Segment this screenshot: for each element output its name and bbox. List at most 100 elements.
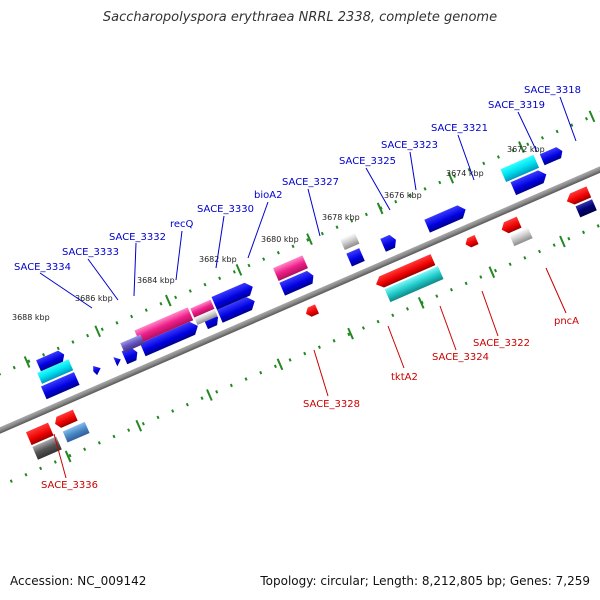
gene-label-sace-3330[interactable]: SACE_3330 <box>197 204 254 215</box>
major-tick <box>94 325 101 338</box>
major-tick <box>588 110 596 123</box>
gene-sace-3336[interactable] <box>25 422 54 446</box>
tick-label: 3678 kbp <box>322 213 360 222</box>
leader-line <box>87 258 119 301</box>
leader-line <box>517 111 538 153</box>
leader-line <box>559 96 577 142</box>
gene-label-sace-3328[interactable]: SACE_3328 <box>303 399 360 410</box>
gene-sace-3319-cyan[interactable] <box>500 154 540 183</box>
major-tick <box>206 389 213 401</box>
leader-line <box>39 272 93 309</box>
tick-label: 3682 kbp <box>199 255 237 264</box>
gene-sace-3319[interactable] <box>510 168 550 196</box>
gene-sace-3328[interactable] <box>304 304 319 318</box>
tick-label: 3672 kbp <box>507 145 545 154</box>
gene-sace-3334-cyan[interactable] <box>37 359 74 384</box>
leader-line <box>307 188 321 237</box>
gene-sace-3332b[interactable] <box>113 355 122 367</box>
leader-line <box>409 151 417 191</box>
gene-sace-3322-grey[interactable] <box>509 227 533 247</box>
reverse-genes <box>25 186 597 460</box>
gene-recq[interactable] <box>140 319 201 357</box>
major-tick <box>518 141 525 153</box>
leader-line <box>365 167 391 211</box>
tick-label: 3686 kbp <box>75 294 113 303</box>
gene-sace-3327-pink[interactable] <box>273 255 308 281</box>
gene-bioa2-top[interactable] <box>211 280 255 310</box>
gene-label-bioa2[interactable]: bioA2 <box>254 190 282 201</box>
gene-sace-3336-dark[interactable] <box>32 436 62 460</box>
gene-sace-3330-pink[interactable] <box>190 299 215 318</box>
major-tick <box>235 263 243 276</box>
gene-pnca[interactable] <box>564 186 592 207</box>
gene-sace-3327[interactable] <box>279 269 316 296</box>
gene-label-sace-3324[interactable]: SACE_3324 <box>432 352 489 363</box>
leader-line <box>133 242 137 297</box>
gene-bioa2[interactable] <box>217 295 257 323</box>
gene-label-tkta2[interactable]: tktA2 <box>391 372 418 383</box>
gene-sace-3322[interactable] <box>499 216 522 236</box>
genome-backbone <box>0 117 600 483</box>
accession-text: Accession: NC_009142 <box>10 574 147 588</box>
major-tick <box>347 327 354 340</box>
major-tick <box>23 356 31 368</box>
gene-label-pnca[interactable]: pncA <box>554 316 579 327</box>
reverse-leader-lines <box>53 267 567 479</box>
gene-label-sace-3336[interactable]: SACE_3336 <box>41 480 98 491</box>
gene-tkta2[interactable] <box>374 254 436 290</box>
gene-label-sace-3325[interactable]: SACE_3325 <box>339 156 396 167</box>
gene-sace-3323[interactable] <box>380 233 398 252</box>
topology-text: Topology: circular; Length: 8,212,805 bp… <box>260 574 590 588</box>
leader-line <box>457 134 475 181</box>
major-tick <box>306 233 313 246</box>
major-tick <box>276 358 284 371</box>
gene-sace-3336-steel[interactable] <box>62 421 90 443</box>
major-tick <box>135 419 143 432</box>
leader-line <box>313 349 329 397</box>
tick-label: 3676 kbp <box>384 191 422 200</box>
tick-label: 3688 kbp <box>12 313 50 322</box>
gene-label-sace-3319[interactable]: SACE_3319 <box>488 100 545 111</box>
gene-sace-3325[interactable] <box>346 248 365 267</box>
major-tick <box>376 202 384 215</box>
map-title: Saccharopolyspora erythraea NRRL 2338, c… <box>102 10 498 25</box>
major-tick <box>559 235 566 248</box>
gene-tkta2-cyan[interactable] <box>384 266 444 303</box>
forward-genes <box>36 146 565 400</box>
gene-sace-3324[interactable] <box>464 235 479 249</box>
gene-label-sace-3321[interactable]: SACE_3321 <box>431 123 488 134</box>
gene-sace-3334-block[interactable] <box>40 372 80 400</box>
leader-line <box>481 290 499 337</box>
major-tick <box>488 266 496 279</box>
leader-line <box>175 230 183 281</box>
major-tick-marks-reverse <box>64 235 566 463</box>
gene-sace-3325-grey[interactable] <box>339 232 360 250</box>
gene-label-sace-3333[interactable]: SACE_3333 <box>62 247 119 258</box>
gene-label-sace-3318[interactable]: SACE_3318 <box>524 85 581 96</box>
gene-sace-3333[interactable] <box>120 334 145 353</box>
gene-label-sace-3332[interactable]: SACE_3332 <box>109 232 166 243</box>
tick-label: 3680 kbp <box>261 235 299 244</box>
gene-recq-pink[interactable] <box>134 307 194 344</box>
gene-sace-3330-grey[interactable] <box>194 308 218 325</box>
leader-line <box>53 433 67 479</box>
gene-label-recq[interactable]: recQ <box>170 219 194 230</box>
major-tick-marks <box>23 110 596 368</box>
gene-sace-3334[interactable] <box>91 364 102 376</box>
gene-pnca-navy[interactable] <box>575 199 597 218</box>
tick-labels: 3672 kbp 3674 kbp 3676 kbp 3678 kbp 3680… <box>12 145 545 322</box>
major-tick <box>447 171 455 184</box>
gene-sace-3318[interactable] <box>539 146 565 166</box>
major-tick <box>64 450 72 463</box>
gene-label-sace-3322[interactable]: SACE_3322 <box>473 338 530 349</box>
gene-label-sace-3334[interactable]: SACE_3334 <box>14 262 71 273</box>
leader-line <box>247 201 269 259</box>
tick-label: 3684 kbp <box>137 276 175 285</box>
gene-label-sace-3323[interactable]: SACE_3323 <box>381 140 438 151</box>
forward-gene-labels: SACE_3318 SACE_3319 SACE_3321 SACE_3323 … <box>14 85 581 273</box>
gene-sace-3334-small[interactable] <box>36 349 66 372</box>
gene-sace-3321[interactable] <box>424 203 468 233</box>
gene-sace-3336-b[interactable] <box>53 409 78 430</box>
gene-label-sace-3327[interactable]: SACE_3327 <box>282 177 339 188</box>
